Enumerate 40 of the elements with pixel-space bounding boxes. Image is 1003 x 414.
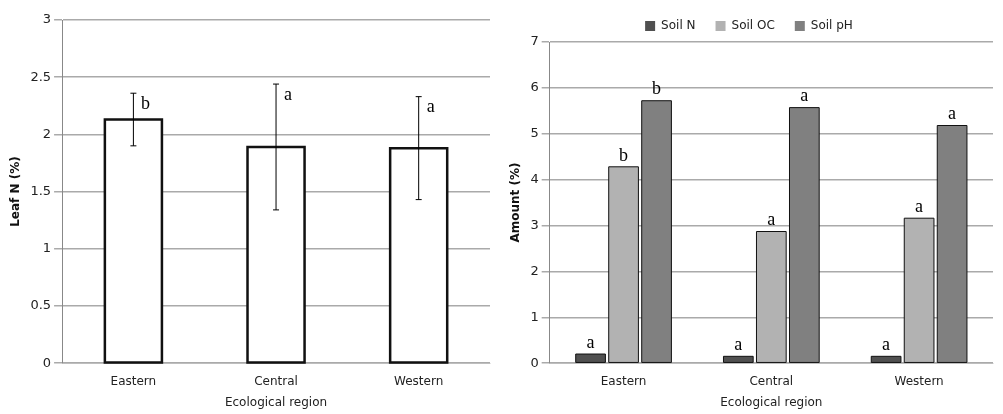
y-tick-label: 7 xyxy=(530,33,539,49)
annotation: a xyxy=(426,96,435,117)
annotation: a xyxy=(800,85,809,106)
y-tick-label: 2 xyxy=(42,125,52,141)
y-tick-label: 5 xyxy=(530,125,539,141)
y-tick-label: 0 xyxy=(530,354,539,370)
y-tick-label: 1.5 xyxy=(30,182,52,198)
annotation: a xyxy=(284,83,293,104)
x-tick-label: Central xyxy=(254,373,298,388)
x-tick-label: Western xyxy=(894,373,944,388)
x-tick-label: Eastern xyxy=(600,373,647,388)
y-tick-label: 3 xyxy=(530,216,539,232)
x-tick-label: Western xyxy=(394,373,444,388)
annotation: a xyxy=(915,195,924,216)
x-tick-label: Central xyxy=(749,373,794,388)
y-tick-label: 0.5 xyxy=(30,297,52,313)
annotation: a xyxy=(734,334,743,355)
annotation: a xyxy=(767,209,776,230)
annotation: b xyxy=(652,78,662,99)
annotation: b xyxy=(140,92,150,113)
legend-label: Soil pH xyxy=(810,18,853,33)
y-tick-label: 6 xyxy=(530,79,539,95)
x-tick-label: Eastern xyxy=(110,373,157,388)
y-axis-title: Leaf N (%) xyxy=(8,156,23,227)
x-axis-title: Ecological region xyxy=(224,394,328,409)
y-tick-label: 3 xyxy=(42,11,52,27)
y-axis-title: Amount (%) xyxy=(508,162,523,243)
y-tick-label: 4 xyxy=(530,171,539,187)
y-tick-label: 1 xyxy=(42,240,52,256)
annotation: a xyxy=(586,331,595,352)
x-axis-title: Ecological region xyxy=(720,394,823,409)
annotation: b xyxy=(619,144,629,165)
y-tick-label: 2.5 xyxy=(30,68,52,84)
y-tick-label: 1 xyxy=(530,308,539,324)
legend-label: Soil N xyxy=(661,18,696,33)
legend-label: Soil OC xyxy=(731,18,775,33)
annotation: a xyxy=(882,334,891,355)
annotation: a xyxy=(948,103,957,124)
y-tick-label: 0 xyxy=(42,354,52,370)
y-tick-label: 2 xyxy=(530,262,539,278)
